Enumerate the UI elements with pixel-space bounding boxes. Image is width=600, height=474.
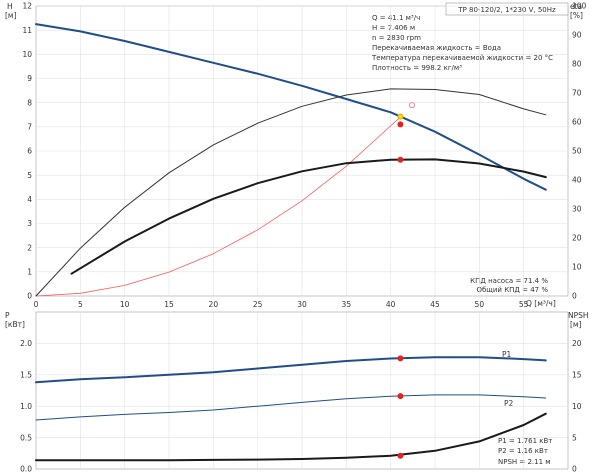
x-axis-tick-label: 15 xyxy=(164,300,174,309)
curve-P1 xyxy=(35,356,547,384)
info-line: Плотность = 998.2 кг/м³ xyxy=(372,64,462,72)
flow-axis-title: Q [м³/ч] xyxy=(526,299,556,308)
p1-value-text: P1 = 1.761 кВт xyxy=(498,437,552,445)
right-axis-tick-label: 20 xyxy=(572,234,582,243)
operating-point-marker xyxy=(397,121,404,128)
x-axis-tick-label: 45 xyxy=(430,300,440,309)
right-axis-tick-label: 50 xyxy=(572,147,582,156)
right-axis-tick-label: 5 xyxy=(572,433,577,442)
power-axis-title-line2: [кВт] xyxy=(5,320,25,329)
right-axis-tick-label: 40 xyxy=(572,176,582,185)
curves xyxy=(35,23,547,462)
p1-series-label: P1 xyxy=(502,350,512,359)
operating-points xyxy=(397,102,415,459)
left-axis-tick-label: 0 xyxy=(27,292,32,301)
total-efficiency-text: Общий КПД = 47 % xyxy=(476,286,548,294)
left-axis-tick-label: 7 xyxy=(27,123,32,132)
x-axis-tick-label: 40 xyxy=(386,300,396,309)
left-axis-tick-label: 4 xyxy=(27,195,32,204)
right-axis-tick-label: 10 xyxy=(572,263,582,272)
x-axis-tick-label: 5 xyxy=(78,300,83,309)
left-axis-tick-label: 5 xyxy=(27,171,32,180)
curve-head xyxy=(35,23,547,191)
right-axis-tick-label: 90 xyxy=(572,31,582,40)
p2-series-label: P2 xyxy=(504,399,514,408)
operating-point-marker xyxy=(408,102,415,109)
eta-axis-title-line1: eta xyxy=(570,2,582,11)
head-axis-title-line1: H xyxy=(7,2,13,11)
head-axis-title-line2: [м] xyxy=(5,11,17,20)
right-axis-tick-label: 10 xyxy=(572,402,582,411)
curve-NPSH xyxy=(35,412,547,462)
grid-lines xyxy=(36,5,568,469)
left-axis-tick-label: 0.0 xyxy=(20,465,32,474)
x-axis-tick-label: 50 xyxy=(475,300,485,309)
right-axis-tick-label: 20 xyxy=(572,339,582,348)
left-axis-tick-label: 3 xyxy=(27,219,32,228)
info-line: Перекачиваемая жидкость = Вода xyxy=(372,44,501,52)
p2-value-text: P2 = 1.16 кВт xyxy=(498,447,548,455)
pump-efficiency-text: КПД насоса = 71.4 % xyxy=(470,277,548,285)
left-axis-tick-label: 10 xyxy=(22,50,32,59)
left-axis-tick-label: 11 xyxy=(22,26,32,35)
x-axis-tick-label: 25 xyxy=(253,300,263,309)
left-axis-tick-label: 1 xyxy=(27,268,32,277)
left-axis-tick-label: 9 xyxy=(27,74,32,83)
npsh-axis-title-line2: [м] xyxy=(570,320,582,329)
info-block: Q = 41.1 м³/ч H = 7.406 м n = 2830 rpm П… xyxy=(371,14,553,72)
operating-point-marker xyxy=(397,452,404,459)
info-line: H = 7.406 м xyxy=(372,24,415,32)
right-axis-tick-label: 60 xyxy=(572,118,582,127)
right-axis-tick-label: 100 xyxy=(572,2,587,11)
curve-system xyxy=(35,116,401,297)
operating-point-marker xyxy=(397,156,404,163)
left-axis-tick-label: 6 xyxy=(27,147,32,156)
right-axis-tick-label: 70 xyxy=(572,89,582,98)
info-line: Q = 41.1 м³/ч xyxy=(372,14,420,22)
power-info: P1 = 1.761 кВт P2 = 1.16 кВт NPSH = 2.11… xyxy=(498,437,552,466)
x-axis-tick-label: 35 xyxy=(342,300,352,309)
power-axis-title-line1: P xyxy=(5,311,10,320)
right-axis-tick-label: 80 xyxy=(572,60,582,69)
right-axis-tick-label: 0 xyxy=(572,292,577,301)
left-axis-tick-label: 0.5 xyxy=(20,433,32,442)
curve-p1_eta xyxy=(35,88,547,297)
operating-point-marker xyxy=(397,393,404,400)
info-line: n = 2830 rpm xyxy=(372,34,421,42)
right-axis-tick-label: 15 xyxy=(572,371,582,380)
curve-P2 xyxy=(35,394,547,421)
operating-point-marker xyxy=(397,113,404,120)
x-axis-tick-label: 20 xyxy=(209,300,219,309)
curve-total_eta xyxy=(70,158,547,275)
x-axis-tick-label: 10 xyxy=(120,300,130,309)
eta-axis-title-line2: [%] xyxy=(570,11,583,20)
x-axis-tick-label: 30 xyxy=(297,300,307,309)
npsh-value-text: NPSH = 2.11 м xyxy=(498,458,551,466)
info-line: Температура перекачиваемой жидкости = 20… xyxy=(371,54,553,62)
left-axis-tick-label: 1.5 xyxy=(20,371,32,380)
npsh-axis-title-line1: NPSH xyxy=(568,311,589,320)
left-axis-tick-label: 12 xyxy=(22,2,32,11)
right-axis-tick-label: 30 xyxy=(572,205,582,214)
operating-point-marker xyxy=(397,355,404,362)
efficiency-info: КПД насоса = 71.4 % Общий КПД = 47 % xyxy=(470,277,548,294)
pump-info-label: TP 80-120/2, 1*230 V, 50Hz xyxy=(457,6,556,14)
left-axis-tick-label: 8 xyxy=(27,98,32,107)
x-axis-tick-label: 0 xyxy=(34,300,39,309)
right-axis-tick-label: 0 xyxy=(572,465,577,474)
x-axis-tick-label: 55 xyxy=(519,300,529,309)
left-axis-tick-label: 2 xyxy=(27,243,32,252)
left-axis-tick-label: 2.0 xyxy=(20,339,32,348)
left-axis-tick-label: 1.0 xyxy=(20,402,32,411)
